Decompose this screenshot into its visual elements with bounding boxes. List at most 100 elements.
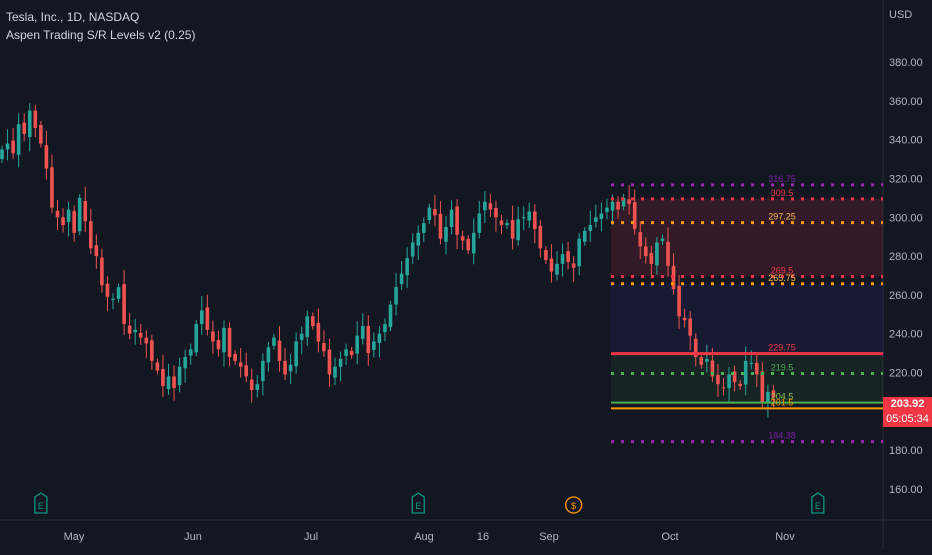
candle-body: [344, 349, 348, 356]
candle-body: [505, 223, 509, 226]
earnings-icon[interactable]: [811, 492, 825, 514]
candle-body: [655, 242, 659, 266]
candle-body: [605, 207, 609, 212]
currency-label: USD: [889, 9, 912, 21]
candle-body: [749, 362, 754, 364]
candle-body: [144, 337, 149, 344]
symbol-title[interactable]: Tesla, Inc., 1D, NASDAQ: [6, 10, 140, 24]
candle-body: [83, 201, 88, 222]
price-tick-label: 260.00: [889, 290, 923, 302]
candle-body: [283, 360, 287, 375]
candle-body: [27, 110, 32, 137]
candle-body: [377, 333, 382, 344]
mid-zone: [611, 283, 883, 354]
candle-body: [322, 343, 326, 352]
candle-body: [72, 211, 76, 233]
candle-body: [44, 145, 49, 169]
candle-body: [150, 340, 154, 361]
candle-body: [544, 249, 548, 260]
candle-body: [338, 358, 343, 367]
candle-body: [116, 287, 121, 299]
price-tick-label: 300.00: [889, 212, 923, 224]
candle-body: [255, 384, 260, 390]
candle-body: [327, 349, 332, 375]
candle-body: [266, 347, 271, 363]
candle-body: [22, 122, 26, 134]
candle-body: [194, 324, 199, 353]
candle-body: [161, 369, 165, 387]
candle-body: [0, 149, 4, 160]
price-tick-label: 340.00: [889, 135, 923, 147]
candle-body: [644, 246, 648, 257]
candle-body: [61, 217, 65, 226]
candle-body: [571, 263, 576, 268]
candle-body: [233, 353, 237, 361]
candle-body: [521, 217, 526, 219]
candle-body: [716, 374, 720, 385]
level-label: 297.25: [768, 212, 796, 222]
bar-countdown-tag: 05:05:34: [883, 412, 932, 427]
candle-body: [566, 251, 570, 262]
candle-body: [11, 140, 15, 154]
candle-body: [499, 220, 504, 226]
candle-body: [244, 365, 248, 377]
candle-body: [138, 332, 143, 338]
candle-body: [166, 376, 171, 390]
time-tick-label: Jul: [304, 531, 318, 543]
earnings-icon[interactable]: [411, 492, 425, 514]
event-badge-label: E: [415, 501, 421, 511]
candle-body: [693, 338, 698, 358]
candle-body: [50, 167, 54, 208]
time-tick-label: 16: [477, 531, 489, 543]
candle-body: [299, 333, 304, 340]
candle-body: [294, 341, 298, 367]
level-label: 265.75: [768, 273, 796, 283]
candle-body: [527, 211, 532, 221]
price-tick-label: 380.00: [889, 57, 923, 69]
candle-body: [394, 287, 398, 305]
candle-body: [410, 242, 415, 257]
candle-body: [177, 366, 182, 385]
earnings-icon[interactable]: [34, 492, 48, 514]
candle-body: [471, 232, 476, 254]
candle-body: [227, 327, 232, 358]
candle-body: [183, 357, 187, 369]
candle-body: [488, 203, 493, 210]
candle-body: [89, 221, 93, 249]
candle-body: [627, 199, 631, 204]
candle-body: [738, 383, 742, 387]
candle-body: [688, 318, 692, 336]
candle-body: [588, 225, 593, 231]
candle-body: [388, 304, 393, 328]
candle-body: [416, 232, 421, 246]
candle-body: [33, 110, 38, 129]
candle-body: [660, 238, 665, 241]
candle-body: [599, 213, 604, 219]
candle-body: [222, 327, 226, 353]
candle-body: [494, 208, 498, 218]
time-tick-label: Jun: [184, 531, 202, 543]
candle-body: [666, 241, 670, 266]
candle-body: [39, 124, 43, 144]
candle-body: [111, 298, 115, 300]
candle-body: [333, 366, 337, 378]
candle-body: [422, 223, 426, 233]
candle-body: [261, 360, 265, 382]
time-tick-label: Oct: [661, 531, 678, 543]
dividend-icon[interactable]: [565, 496, 583, 514]
level-label: 184.38: [768, 431, 796, 441]
candle-body: [766, 391, 770, 404]
time-tick-label: Nov: [775, 531, 795, 543]
time-tick-label: Aug: [414, 531, 434, 543]
candle-body: [727, 374, 731, 389]
candle-body: [205, 307, 210, 330]
indicator-title[interactable]: Aspen Trading S/R Levels v2 (0.25): [6, 28, 196, 42]
candle-body: [349, 350, 354, 356]
candle-body: [100, 257, 104, 286]
chart-legend: Tesla, Inc., 1D, NASDAQ Aspen Trading S/…: [6, 8, 195, 44]
candle-body: [533, 211, 537, 229]
candle-body: [594, 217, 598, 222]
candle-body: [122, 284, 126, 325]
